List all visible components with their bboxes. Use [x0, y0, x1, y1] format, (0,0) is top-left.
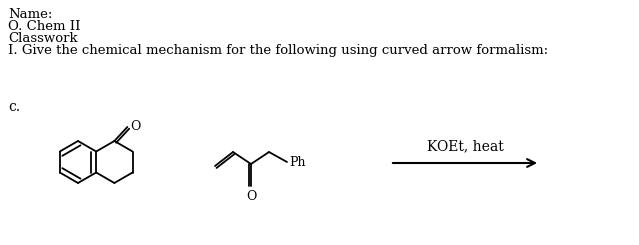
- Text: O: O: [130, 121, 141, 134]
- Text: KOEt, heat: KOEt, heat: [427, 139, 504, 153]
- Text: Classwork: Classwork: [8, 32, 77, 45]
- Text: c.: c.: [8, 100, 20, 114]
- Text: O. Chem II: O. Chem II: [8, 20, 81, 33]
- Text: I. Give the chemical mechanism for the following using curved arrow formalism:: I. Give the chemical mechanism for the f…: [8, 44, 548, 57]
- Text: Name:: Name:: [8, 8, 52, 21]
- Text: O: O: [246, 190, 256, 203]
- Text: Ph: Ph: [289, 156, 305, 169]
